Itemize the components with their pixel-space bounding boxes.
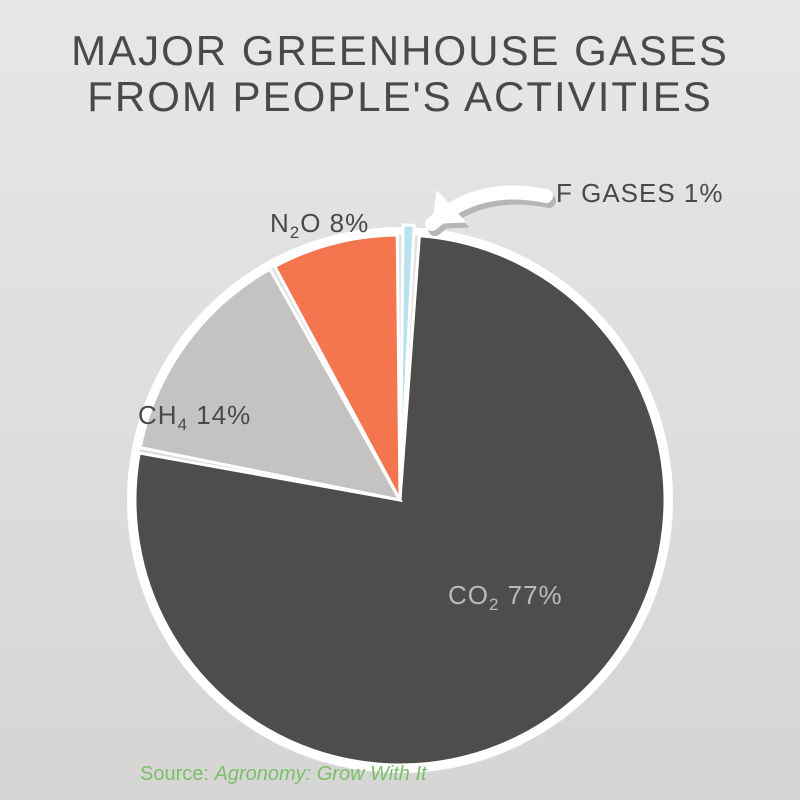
label-co2: CO2 77% [448,580,563,611]
label-n2o: N2O 8% [270,208,369,239]
source-text: Agronomy: Grow With It [214,763,426,785]
pie-svg [0,0,800,800]
source-citation: Source: Agronomy: Grow With It [140,763,427,786]
source-label: Source: [140,763,214,785]
pie-chart [0,0,800,800]
label-ch4: CH4 14% [138,400,251,431]
label-f_gases: F GASES 1% [556,178,724,209]
